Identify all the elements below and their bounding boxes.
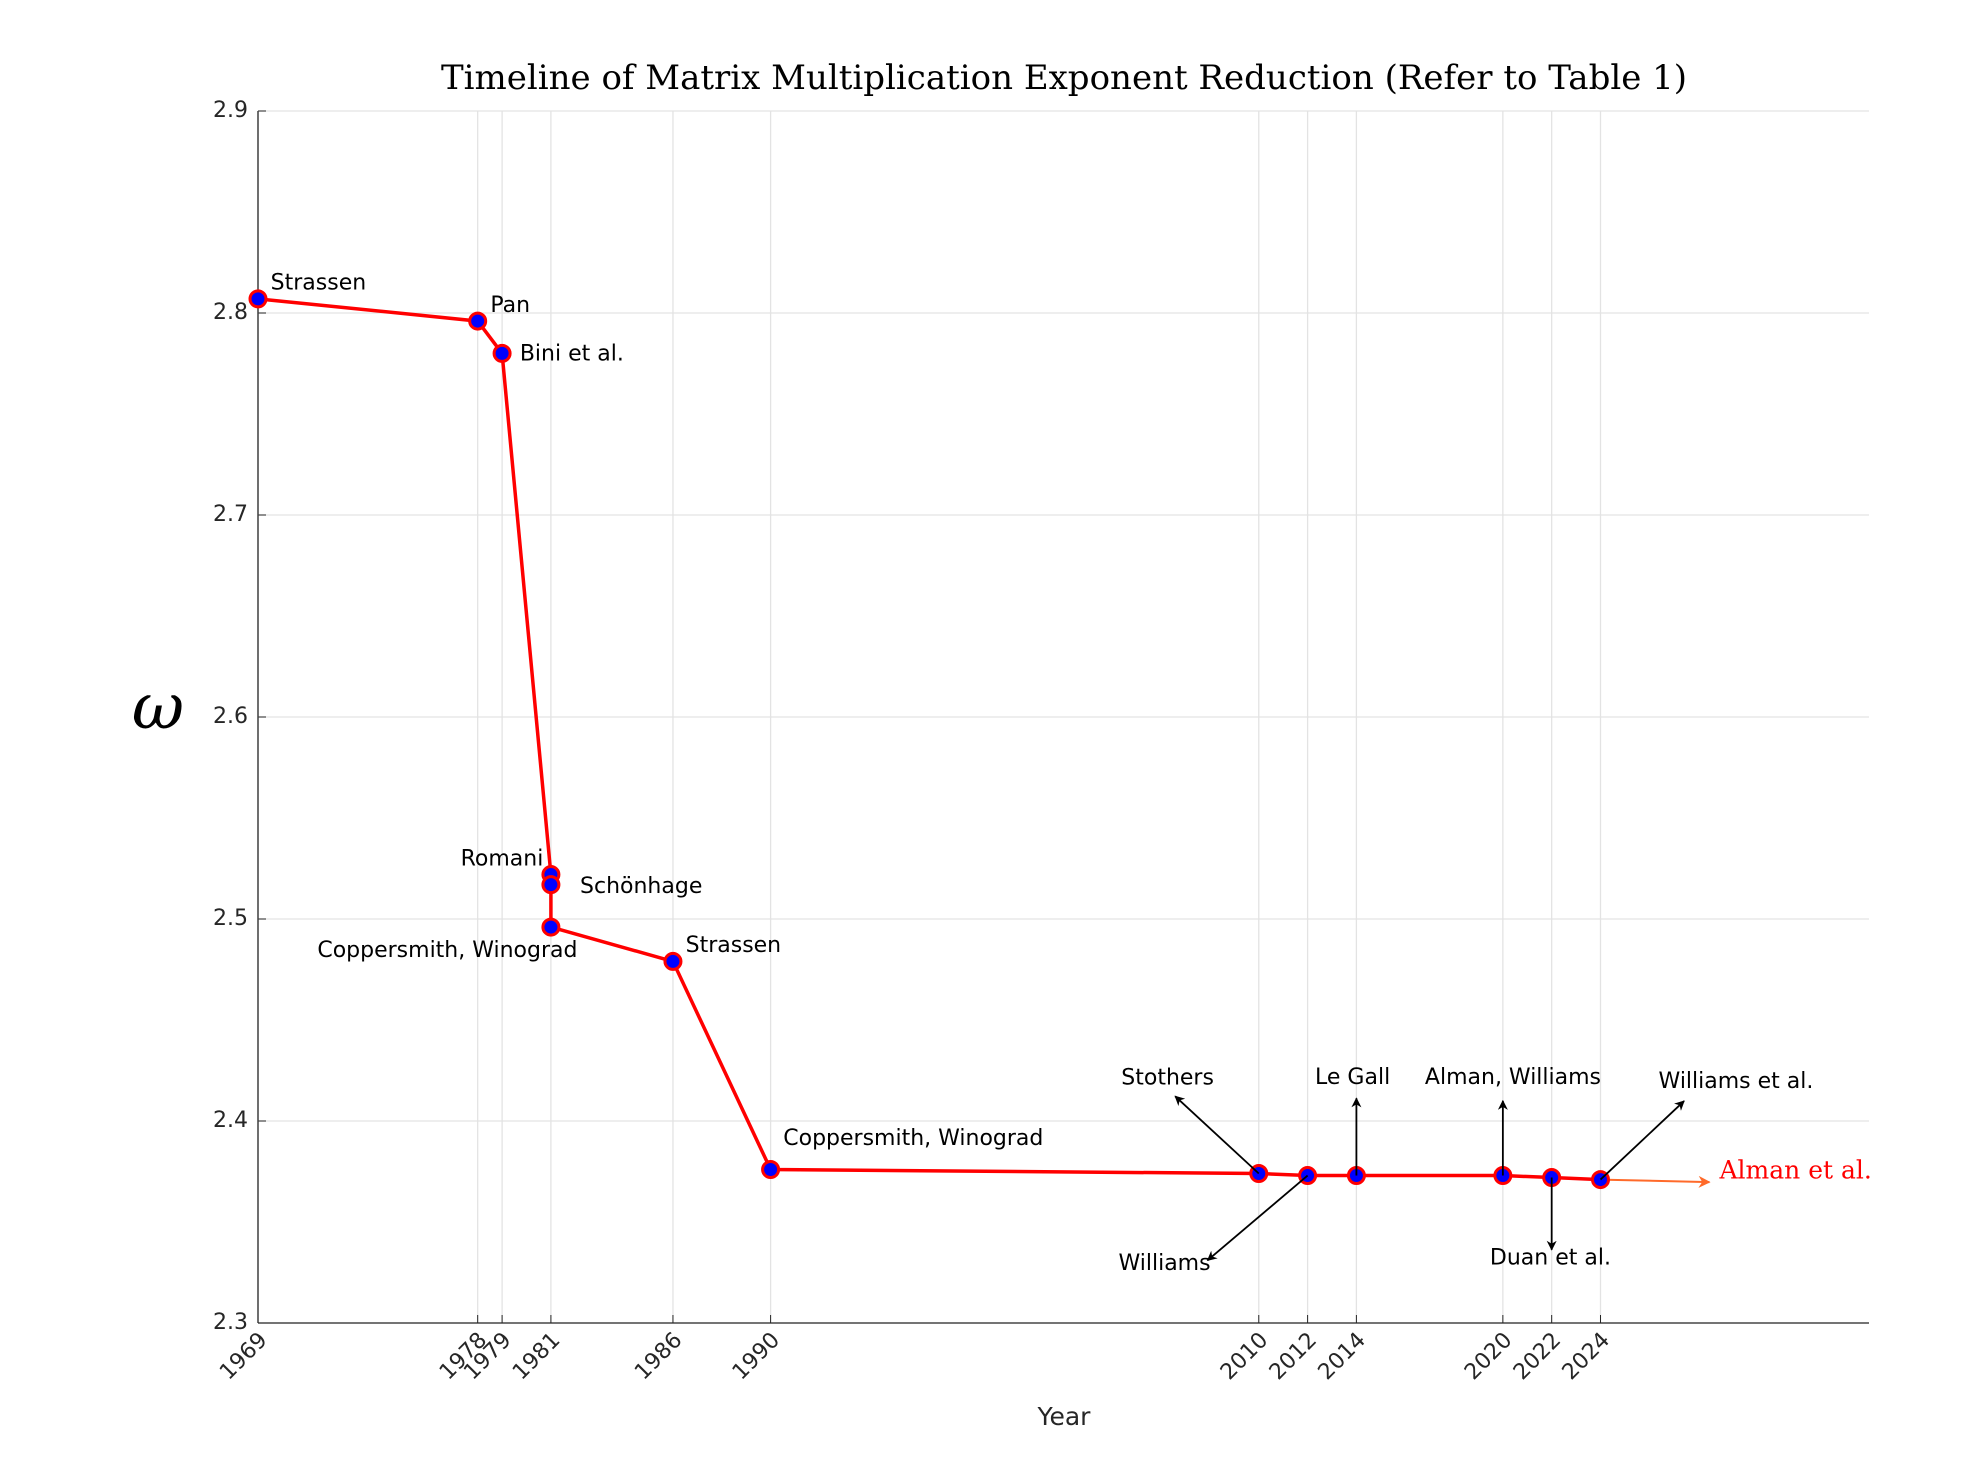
annotation-arrow <box>1600 1175 1711 1188</box>
point-label: Strassen <box>271 271 367 296</box>
point <box>541 875 561 895</box>
point-label: Coppersmith, Winograd <box>783 1126 1043 1151</box>
point-label: Duan et al. <box>1490 1246 1611 1271</box>
y-tick-label: 2.7 <box>213 502 248 527</box>
point <box>248 289 268 309</box>
point <box>663 951 683 971</box>
label-arrow <box>1599 1100 1685 1181</box>
point <box>761 1159 781 1179</box>
chart-title: Timeline of Matrix Multiplication Expone… <box>441 58 1687 98</box>
label-arrow <box>1206 1174 1309 1262</box>
point-label: Williams et al. <box>1659 1069 1814 1094</box>
point-label: Coppersmith, Winograd <box>317 938 577 963</box>
y-tick-label: 2.6 <box>213 704 248 729</box>
point-label: Stothers <box>1121 1066 1214 1091</box>
point <box>468 311 488 331</box>
y-tick-label: 2.5 <box>213 906 248 931</box>
data-line <box>257 297 1601 1182</box>
point <box>492 343 512 363</box>
point-label: Williams <box>1118 1251 1210 1276</box>
point-label: Le Gall <box>1315 1065 1390 1090</box>
annotation: Alman et al. <box>1719 1155 1872 1184</box>
x-axis-label: Year <box>1037 1402 1092 1431</box>
y-tick-label: 2.9 <box>213 98 248 123</box>
y-tick-label: 2.4 <box>213 1108 248 1133</box>
point-label: Pan <box>490 293 530 318</box>
y-tick-label: 2.3 <box>213 1310 248 1335</box>
y-tick-label: 2.8 <box>213 300 248 325</box>
point-label: Strassen <box>686 933 782 958</box>
point <box>541 917 561 937</box>
point-label: Bini et al. <box>520 342 624 367</box>
point-label: Alman, Williams <box>1425 1065 1601 1090</box>
label-arrow <box>1174 1095 1260 1175</box>
point-label: Schönhage <box>580 874 702 899</box>
y-axis-label: ω <box>132 671 184 745</box>
point-label: Romani <box>461 846 544 871</box>
